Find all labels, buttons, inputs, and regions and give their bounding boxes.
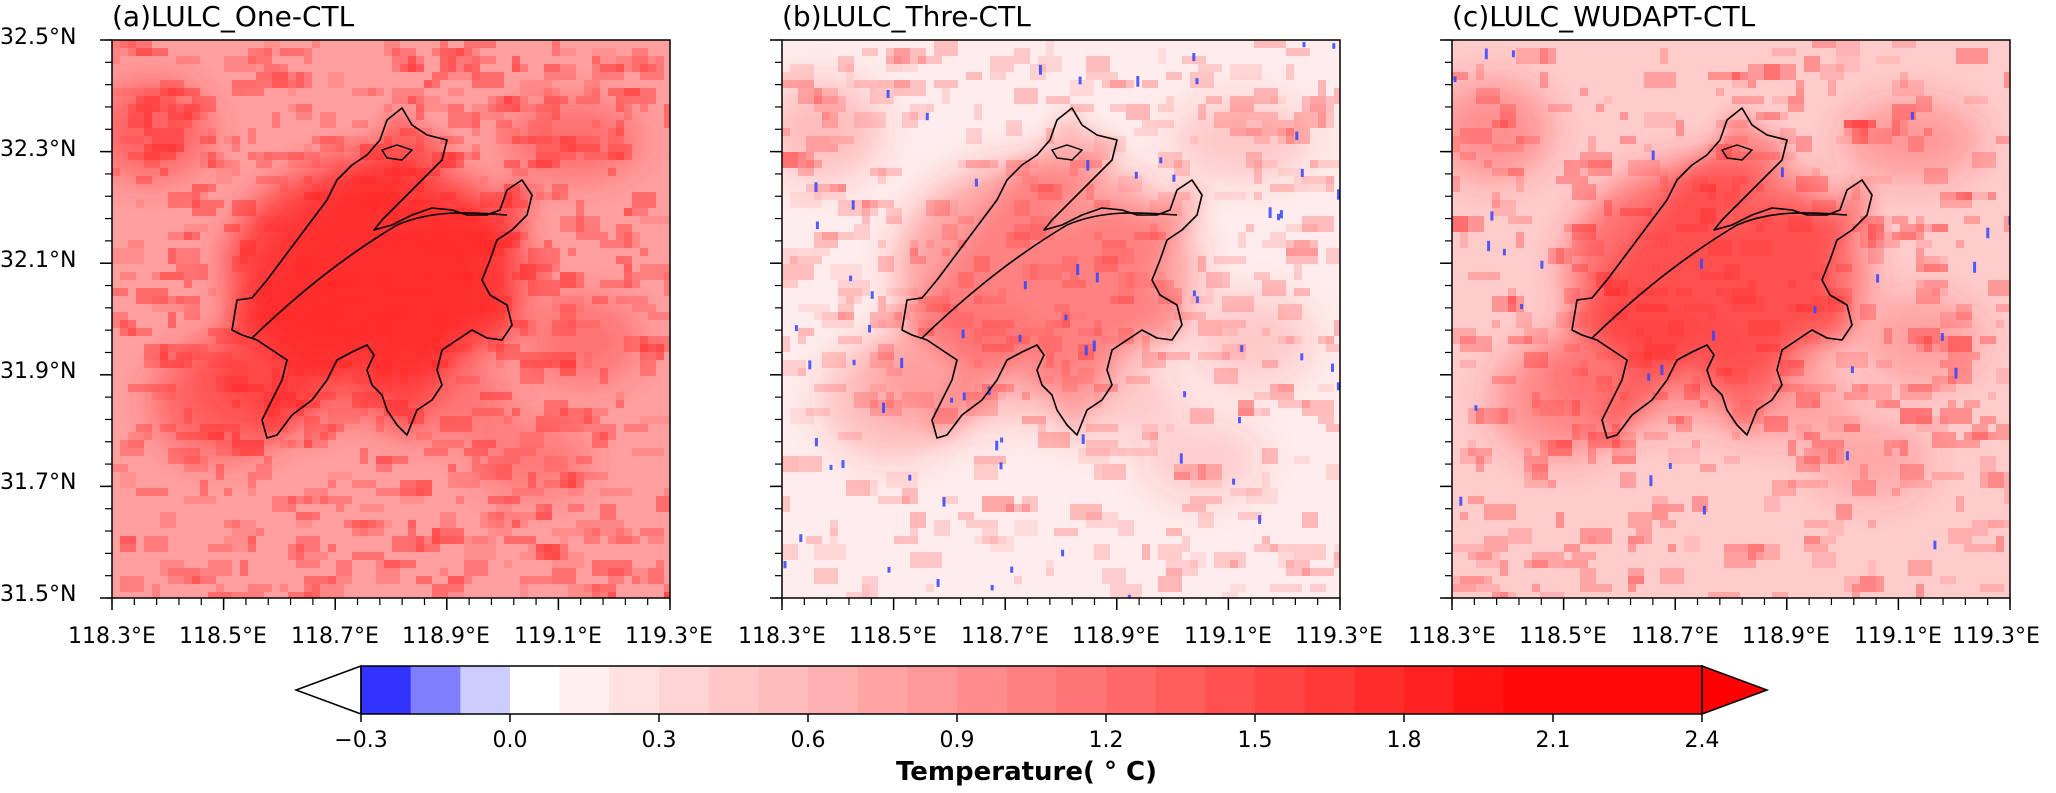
colorbar-bin	[460, 666, 511, 714]
colorbar-bin	[1404, 666, 1455, 714]
colorbar-bin	[510, 666, 561, 714]
lon-label: 118.3°E	[738, 624, 826, 649]
colorbar-bin	[1652, 666, 1703, 714]
map-panel-c	[1440, 39, 2011, 610]
colorbar-tick-label: 1.5	[1237, 728, 1273, 753]
lat-label: 32.5°N	[0, 25, 77, 50]
lat-label: 31.5°N	[0, 582, 77, 607]
colorbar-tick-label: 0.3	[641, 728, 677, 753]
lon-label: 119.1°E	[1854, 624, 1942, 649]
colorbar-tick-label: 0.9	[939, 728, 975, 753]
lat-label: 31.9°N	[0, 359, 77, 384]
lon-label: 118.3°E	[1408, 624, 1496, 649]
lat-label: 31.7°N	[0, 470, 77, 495]
colorbar-bin	[659, 666, 710, 714]
map-frame	[1451, 39, 2011, 599]
city-boundary	[901, 107, 1203, 439]
lon-label: 119.1°E	[514, 624, 602, 649]
lon-label: 119.3°E	[625, 624, 713, 649]
map-panel-b	[770, 39, 1341, 610]
colorbar-bin	[1503, 666, 1554, 714]
map-frame	[781, 39, 1341, 599]
panel-a-title: (a)LULC_One-CTL	[112, 0, 355, 33]
colorbar-bin	[1304, 666, 1355, 714]
lon-label: 119.3°E	[1952, 624, 2040, 649]
lon-label: 118.3°E	[68, 624, 156, 649]
lon-label: 118.7°E	[291, 624, 379, 649]
colorbar-bin	[1553, 666, 1604, 714]
lon-label: 118.7°E	[961, 624, 1049, 649]
colorbar-tick-label: 1.8	[1386, 728, 1422, 753]
colorbar-bin	[609, 666, 660, 714]
colorbar-extend-min	[293, 664, 362, 716]
colorbar-tick-label: −0.3	[334, 728, 388, 753]
colorbar-title: Temperature( ° C)	[896, 757, 1157, 787]
lon-label: 118.7°E	[1631, 624, 1719, 649]
colorbar-bin	[410, 666, 461, 714]
lon-label: 118.9°E	[402, 624, 490, 649]
colorbar-tick-label: 1.2	[1088, 728, 1124, 753]
lon-label: 118.5°E	[179, 624, 267, 649]
colorbar-tick-label: 0.6	[790, 728, 826, 753]
map-panels	[100, 39, 2011, 610]
colorbar-bin	[1453, 666, 1504, 714]
urban-heat-core	[902, 108, 1202, 438]
colorbar-bin	[758, 666, 809, 714]
colorbar-extend-max	[1701, 664, 1770, 716]
lon-label: 119.3°E	[1295, 624, 1383, 649]
colorbar-bin	[1255, 666, 1306, 714]
colorbar-tick-label: 0.0	[492, 728, 528, 753]
colorbar	[293, 664, 1770, 722]
lon-label: 118.9°E	[1742, 624, 1830, 649]
colorbar-tick-label: 2.4	[1684, 728, 1720, 753]
colorbar-bin	[957, 666, 1008, 714]
colorbar-bin	[1106, 666, 1157, 714]
colorbar-bin	[559, 666, 610, 714]
colorbar-bin	[1205, 666, 1256, 714]
colorbar-bin	[708, 666, 759, 714]
colorbar-bin	[1006, 666, 1057, 714]
colorbar-bin	[907, 666, 958, 714]
lon-label: 118.9°E	[1072, 624, 1160, 649]
panel-c-title: (c)LULC_WUDAPT-CTL	[1452, 0, 1756, 33]
lon-label: 119.1°E	[1184, 624, 1272, 649]
map-panel-a	[100, 39, 671, 610]
colorbar-bin	[808, 666, 859, 714]
colorbar-bin	[1056, 666, 1107, 714]
panel-b-title: (b)LULC_Thre-CTL	[782, 0, 1031, 33]
city-boundary	[1571, 107, 1873, 439]
lon-label: 118.5°E	[849, 624, 937, 649]
colorbar-bin	[1155, 666, 1206, 714]
colorbar-bin	[857, 666, 908, 714]
lat-label: 32.3°N	[0, 137, 77, 162]
colorbar-bin	[1354, 666, 1405, 714]
urban-heat-core	[232, 108, 532, 438]
colorbar-bin	[1602, 666, 1653, 714]
lat-label: 32.1°N	[0, 248, 77, 273]
urban-heat-core	[1572, 108, 1872, 438]
colorbar-bin	[361, 666, 412, 714]
colorbar-tick-label: 2.1	[1535, 728, 1571, 753]
city-boundary	[231, 107, 533, 439]
lon-label: 118.5°E	[1519, 624, 1607, 649]
map-frame	[111, 39, 671, 599]
